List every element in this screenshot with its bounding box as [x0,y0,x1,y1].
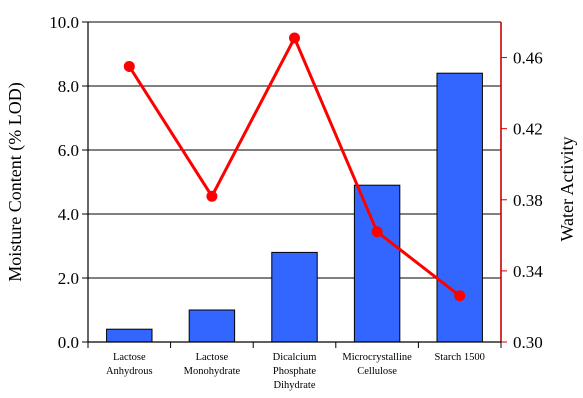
category-label: Lactose Anhydrous [106,352,153,377]
category-label-line: Cellulose [357,366,397,377]
bar [106,328,153,343]
y-tick-label: 0.0 [58,333,79,352]
data-point [206,190,218,202]
y-tick-label: 4.0 [58,205,79,224]
gridlines [88,21,501,279]
bar [271,251,318,343]
category-label: Microcrystalline Cellulose [342,352,412,377]
water-activity-series [123,32,466,302]
category-label-line: Microcrystalline [342,352,412,363]
category-label: Dicalcium Phosphate Dihydrate [273,352,317,391]
y2-tick-label: 0.30 [513,333,543,352]
category-labels: Lactose Anhydrous Lactose Monohydrate Dicalc… [106,352,485,391]
y-tick-label: 2.0 [58,269,79,288]
y-axis-title: Moisture Content (% LOD) [5,82,26,281]
data-point [371,226,383,238]
category-label: Lactose Monohydrate [184,352,241,377]
bar [436,72,483,343]
bars [106,72,483,343]
category-label-line: Anhydrous [106,366,153,377]
data-point [123,60,135,72]
category-label-line: Lactose [113,352,146,363]
category-label-line: Lactose [196,352,229,363]
category-label-line: Starch 1500 [434,352,484,363]
category-label: Starch 1500 [434,352,484,363]
y2-axis-title: Water Activity [557,136,577,241]
axes [82,21,507,348]
y2-tick-label: 0.46 [513,49,543,68]
y2-tick-label: 0.38 [513,191,543,210]
y2-tick-label: 0.42 [513,120,543,139]
category-label-line: Phosphate [273,366,317,377]
y-tick-label: 8.0 [58,77,79,96]
category-label-line: Monohydrate [184,366,241,377]
category-label-line: Dicalcium [273,352,317,363]
bar [188,309,236,343]
data-point [289,32,300,44]
y2-tick-label: 0.34 [513,262,543,281]
tick-labels: 0.0 2.0 4.0 6.0 8.0 10.0 0.30 0.34 0.38 0.42 0.46 [49,13,543,352]
y-tick-label: 6.0 [58,141,79,160]
data-point [454,290,466,302]
category-label-line: Dihydrate [274,380,316,391]
y-tick-label: 10.0 [49,13,79,32]
bar [353,184,401,343]
